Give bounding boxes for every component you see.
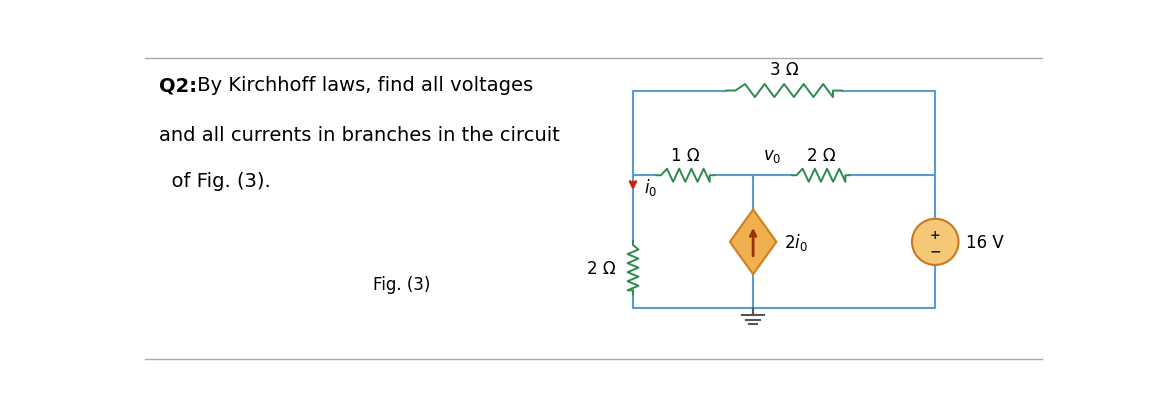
Text: $i_0$: $i_0$ <box>644 176 657 197</box>
Text: 2 Ω: 2 Ω <box>807 147 835 165</box>
Text: and all currents in branches in the circuit: and all currents in branches in the circ… <box>159 126 559 145</box>
Polygon shape <box>730 210 776 274</box>
Text: +: + <box>930 228 940 241</box>
Text: 3 Ω: 3 Ω <box>770 61 798 79</box>
Text: of Fig. (3).: of Fig. (3). <box>159 172 271 191</box>
Text: $v_0$: $v_0$ <box>763 147 782 165</box>
Text: By Kirchhoff laws, find all voltages: By Kirchhoff laws, find all voltages <box>191 76 534 95</box>
Circle shape <box>913 219 959 265</box>
Text: 1 Ω: 1 Ω <box>670 147 699 165</box>
Text: 2 Ω: 2 Ω <box>587 259 616 277</box>
Text: Fig. (3): Fig. (3) <box>373 276 431 294</box>
Text: Q2:: Q2: <box>159 76 197 95</box>
Text: 16 V: 16 V <box>966 233 1004 251</box>
Text: $2i_0$: $2i_0$ <box>784 232 808 253</box>
Text: −: − <box>930 244 941 258</box>
